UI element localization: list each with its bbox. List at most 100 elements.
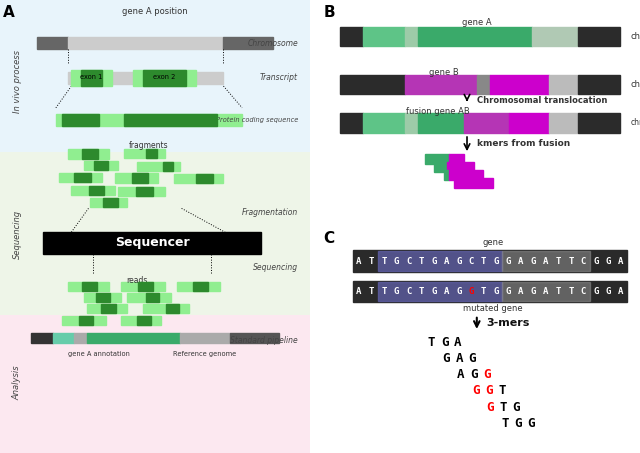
Bar [340, 75, 405, 94]
Text: G: G [431, 287, 436, 296]
Bar [143, 304, 189, 313]
Text: G: G [605, 256, 611, 265]
Text: gene B: gene B [429, 68, 459, 77]
Text: A: A [618, 256, 623, 265]
Text: Chromosome: Chromosome [247, 39, 298, 48]
Text: T: T [556, 287, 561, 296]
Bar [103, 198, 118, 207]
Text: Analysis: Analysis [13, 366, 22, 400]
Bar [79, 316, 93, 325]
Text: fragments: fragments [129, 141, 169, 150]
Bar [89, 186, 104, 195]
Bar [74, 333, 87, 343]
Text: fusion gene AB: fusion gene AB [406, 107, 470, 116]
Bar [340, 27, 363, 47]
Text: G: G [493, 256, 499, 265]
Bar [84, 161, 118, 170]
Text: G: G [506, 287, 511, 296]
Bar [137, 316, 150, 325]
Bar [163, 162, 173, 171]
Text: T: T [556, 256, 561, 265]
Text: G: G [527, 417, 535, 430]
Bar [424, 154, 449, 164]
Text: A: A [518, 287, 524, 296]
Text: T: T [381, 256, 387, 265]
Text: C: C [580, 256, 586, 265]
Text: G: G [593, 256, 598, 265]
Bar [132, 173, 148, 183]
Text: G: G [605, 287, 611, 296]
Text: T: T [568, 287, 573, 296]
Bar [418, 113, 464, 132]
Bar [68, 37, 223, 49]
Bar [84, 293, 121, 302]
Text: Fragmentation: Fragmentation [242, 208, 298, 217]
Bar [96, 293, 110, 302]
Bar [62, 114, 99, 126]
Bar [449, 154, 464, 164]
Bar [362, 27, 405, 47]
Bar [578, 75, 620, 94]
Text: chr15-chr17: chr15-chr17 [630, 118, 640, 127]
Text: A: A [356, 287, 362, 296]
Bar [0, 315, 310, 453]
Text: G: G [483, 368, 491, 381]
Text: G: G [468, 352, 476, 365]
Bar [223, 37, 273, 49]
Bar [52, 333, 74, 343]
Text: T: T [428, 336, 435, 348]
Bar [127, 293, 171, 302]
Bar [83, 282, 97, 291]
Text: G: G [470, 368, 478, 381]
Bar [340, 113, 363, 132]
Text: exon 2: exon 2 [154, 73, 176, 80]
Bar [72, 70, 112, 86]
Bar [449, 170, 483, 180]
Text: A: A [457, 368, 465, 381]
Text: T: T [419, 287, 424, 296]
Bar [121, 316, 161, 325]
Text: G: G [431, 256, 436, 265]
Bar [147, 149, 157, 158]
Bar [68, 149, 109, 159]
Text: gene A annotation: gene A annotation [68, 351, 131, 357]
Text: C: C [580, 287, 586, 296]
Bar [444, 170, 449, 180]
Bar [0, 0, 310, 152]
Bar [180, 333, 230, 343]
Text: Transcript: Transcript [260, 73, 298, 82]
Text: Chromosomal translocation: Chromosomal translocation [477, 96, 607, 105]
Bar [548, 113, 578, 132]
Bar [435, 162, 447, 172]
Bar [59, 173, 102, 182]
Text: T: T [369, 256, 374, 265]
Bar [166, 304, 179, 313]
Text: G: G [531, 287, 536, 296]
Bar [418, 27, 532, 47]
Bar [509, 113, 548, 132]
Text: Sequencing: Sequencing [13, 210, 22, 259]
Text: C: C [468, 256, 474, 265]
Text: G: G [468, 287, 474, 296]
Bar [174, 174, 223, 183]
Bar [81, 70, 102, 86]
Text: A: A [543, 256, 548, 265]
Bar [68, 282, 109, 291]
Text: T: T [481, 287, 486, 296]
Bar [83, 149, 98, 159]
Text: G: G [456, 287, 461, 296]
Bar [454, 178, 493, 188]
Text: T: T [369, 287, 374, 296]
Text: G: G [486, 401, 494, 414]
Text: kmers from fusion: kmers from fusion [477, 140, 570, 148]
Bar [101, 304, 116, 313]
Text: G: G [515, 417, 522, 430]
Bar [94, 161, 108, 170]
Bar [502, 282, 589, 301]
Text: C: C [323, 231, 335, 246]
Bar [143, 70, 186, 86]
Text: G: G [472, 385, 479, 397]
Bar [145, 293, 159, 302]
Text: G: G [394, 256, 399, 265]
Text: gene: gene [483, 238, 504, 247]
